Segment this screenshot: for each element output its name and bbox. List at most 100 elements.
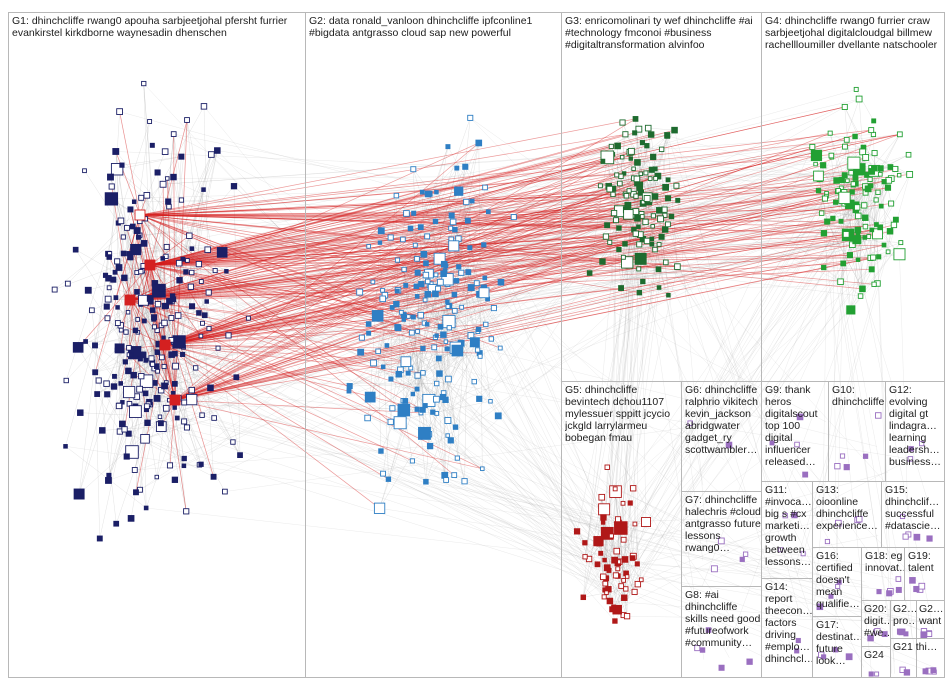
node bbox=[165, 176, 170, 181]
edge bbox=[435, 337, 475, 382]
node bbox=[165, 198, 172, 205]
edge bbox=[143, 168, 875, 267]
node bbox=[414, 269, 421, 276]
hub-edge bbox=[164, 344, 424, 349]
node bbox=[168, 351, 175, 358]
node bbox=[181, 455, 187, 462]
hub-edge bbox=[164, 183, 637, 346]
edge bbox=[634, 132, 704, 486]
node bbox=[377, 227, 385, 235]
node bbox=[614, 142, 621, 150]
edge bbox=[377, 351, 418, 376]
node bbox=[471, 339, 479, 346]
edge bbox=[368, 237, 391, 325]
hub-edge bbox=[164, 173, 625, 346]
edge bbox=[632, 488, 636, 525]
edge bbox=[416, 254, 425, 410]
edge bbox=[208, 240, 648, 293]
hub-edge bbox=[139, 214, 455, 476]
label-g16: G16: certified doesn't mean qualifie… bbox=[816, 550, 860, 610]
edge bbox=[381, 230, 441, 328]
edge bbox=[598, 541, 627, 590]
hub-edge bbox=[169, 399, 176, 466]
hub-edge bbox=[139, 214, 678, 267]
edge bbox=[478, 142, 483, 469]
edge bbox=[601, 229, 872, 498]
edge bbox=[435, 201, 467, 338]
edge bbox=[617, 462, 904, 610]
hub-edge bbox=[115, 151, 141, 216]
node bbox=[820, 162, 827, 169]
edge bbox=[201, 281, 241, 456]
node bbox=[642, 218, 649, 226]
edge bbox=[119, 354, 132, 406]
edge bbox=[606, 266, 678, 593]
edge bbox=[617, 198, 669, 520]
edge bbox=[623, 146, 813, 258]
hub-edge bbox=[164, 236, 662, 346]
hub-edge bbox=[149, 133, 900, 266]
edge bbox=[600, 553, 604, 577]
node bbox=[840, 260, 847, 267]
edge bbox=[436, 383, 617, 552]
edge bbox=[131, 213, 642, 355]
edge bbox=[658, 209, 665, 288]
node bbox=[815, 188, 822, 194]
hub-edge bbox=[164, 178, 651, 346]
edge bbox=[139, 438, 146, 490]
edge bbox=[134, 352, 624, 540]
edge bbox=[116, 169, 249, 319]
node bbox=[201, 312, 208, 318]
label-g13: G13: oioonline dhinchcliffe experience… bbox=[816, 484, 878, 532]
hub-edge bbox=[129, 238, 643, 301]
node bbox=[138, 373, 145, 380]
node bbox=[481, 242, 487, 248]
node bbox=[440, 270, 447, 278]
node bbox=[409, 458, 415, 464]
edge bbox=[233, 186, 612, 537]
hub-edge bbox=[149, 253, 424, 266]
node bbox=[207, 384, 214, 392]
node bbox=[189, 303, 196, 310]
node bbox=[104, 391, 111, 398]
node bbox=[475, 326, 482, 332]
edge bbox=[377, 351, 418, 410]
node bbox=[129, 223, 136, 230]
edge bbox=[413, 237, 865, 318]
node bbox=[454, 186, 464, 196]
edge bbox=[584, 542, 633, 559]
node bbox=[464, 217, 471, 224]
label-g14: G14: report theecon… factors driving #em… bbox=[765, 581, 812, 665]
edge bbox=[429, 187, 486, 447]
edge bbox=[647, 128, 704, 561]
hub-edge bbox=[164, 193, 634, 346]
hub-edge bbox=[164, 198, 825, 346]
edge bbox=[178, 397, 214, 477]
hub-edge bbox=[149, 264, 214, 477]
hub-edge bbox=[174, 230, 891, 401]
edge bbox=[622, 187, 666, 504]
edge bbox=[195, 347, 219, 369]
edge bbox=[621, 239, 857, 289]
hub-edge bbox=[139, 214, 639, 228]
node bbox=[437, 324, 444, 330]
edge bbox=[729, 237, 866, 441]
edge bbox=[169, 120, 188, 302]
edge bbox=[120, 220, 125, 278]
edge bbox=[215, 89, 857, 271]
node bbox=[168, 315, 175, 321]
edge bbox=[832, 218, 918, 661]
hub-edge bbox=[149, 145, 618, 266]
edge bbox=[857, 207, 891, 232]
edge bbox=[150, 211, 632, 302]
edge bbox=[159, 205, 882, 425]
hub-edge bbox=[164, 224, 608, 346]
node bbox=[638, 258, 645, 265]
edge bbox=[613, 203, 892, 608]
edge bbox=[427, 193, 625, 598]
edge bbox=[377, 146, 449, 352]
edge bbox=[485, 178, 635, 325]
edge bbox=[405, 285, 450, 322]
node bbox=[462, 163, 469, 170]
